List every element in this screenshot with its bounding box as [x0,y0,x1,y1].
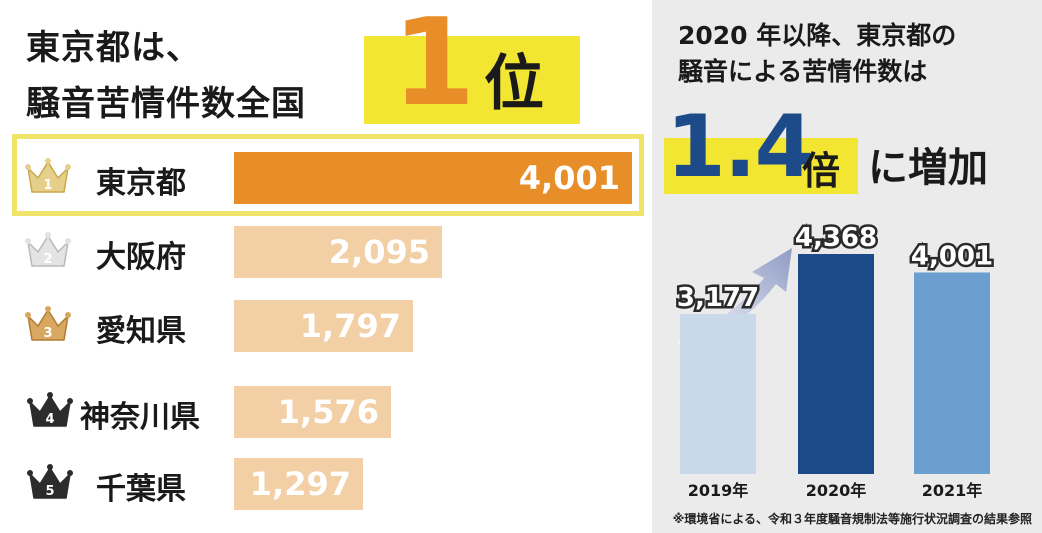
year-bar-value: 4,001 [911,241,993,271]
increase-arrow-icon [678,248,792,350]
headline-line-1: 東京都は、 [26,28,201,68]
ranking-bar-value: 1,297 [249,465,351,503]
prefecture-label: 千葉県 [96,472,186,507]
year-bar [798,254,874,474]
trend-panel: 2020 年以降、東京都の 騒音による苦情件数は 1.4 倍 に増加 3,177… [652,0,1042,533]
ranking-bar: 1,797 [234,300,413,352]
rank-highlight-box [364,36,580,124]
ranking-bar-value: 4,001 [518,159,620,197]
crown-icon: 4 [26,390,74,430]
rank-row: 4 神奈川県 1,576 [0,384,650,440]
crown-icon: 2 [24,230,72,270]
crown-icon: 5 [26,462,74,502]
year-bar-value: 3,177 [677,283,759,313]
rank-label: 4 [45,412,54,427]
crown-icon: 1 [24,156,72,196]
prefecture-label: 大阪府 [96,240,186,275]
multiplier-unit: 倍 [802,149,841,193]
year-label: 2020年 [806,481,867,500]
crown-icon: 3 [24,304,72,344]
headline-line-2: 騒音苦情件数全国 [26,84,306,124]
year-label: 2021年 [922,481,983,500]
rank-label: 1 [43,178,52,193]
yearly-complaints-chart: 3,177 2019年 4,368 2020年 4,001 2021年 [652,200,1042,510]
rank-row: 5 千葉県 1,297 [0,456,650,512]
ranking-bar: 1,576 [234,386,391,438]
panel-title-line-2: 騒音による苦情件数は [678,57,928,86]
panel-title-line-1: 2020 年以降、東京都の [678,21,957,50]
rank-row: 3 愛知県 1,797 [0,298,650,354]
year-bar [680,313,756,474]
year-label: 2019年 [688,481,749,500]
rank-row: 2 大阪府 2,095 [0,224,650,280]
multiplier-highlight-box [664,138,858,194]
rank-number: 1 [392,0,476,133]
year-bar [914,272,990,474]
ranking-bar: 2,095 [234,226,442,278]
prefecture-label: 神奈川県 [80,400,200,435]
rank-row: 1 東京都 4,001 [0,150,650,206]
rank-label: 3 [43,326,52,341]
rank-label: 2 [43,252,52,267]
source-note: ※環境省による、令和３年度騒音規制法等施行状況調査の結果参照 [672,512,1032,526]
ranking-bar-value: 1,797 [299,307,401,345]
year-bar-value: 4,368 [795,223,877,253]
ranking-bar: 1,297 [234,458,363,510]
yearly-chart-svg: 3,177 2019年 4,368 2020年 4,001 2021年 [674,221,995,501]
rank-unit: 位 [484,49,544,119]
rank-label: 5 [45,484,54,499]
multiplier-value: 1.4 [666,97,814,197]
ranking-bar-value: 2,095 [328,233,430,271]
multiplier-text: に増加 [868,145,988,191]
prefecture-label: 愛知県 [96,314,186,349]
ranking-bar-value: 1,576 [277,393,379,431]
ranking-bar: 4,001 [234,152,632,204]
prefecture-label: 東京都 [96,166,186,201]
